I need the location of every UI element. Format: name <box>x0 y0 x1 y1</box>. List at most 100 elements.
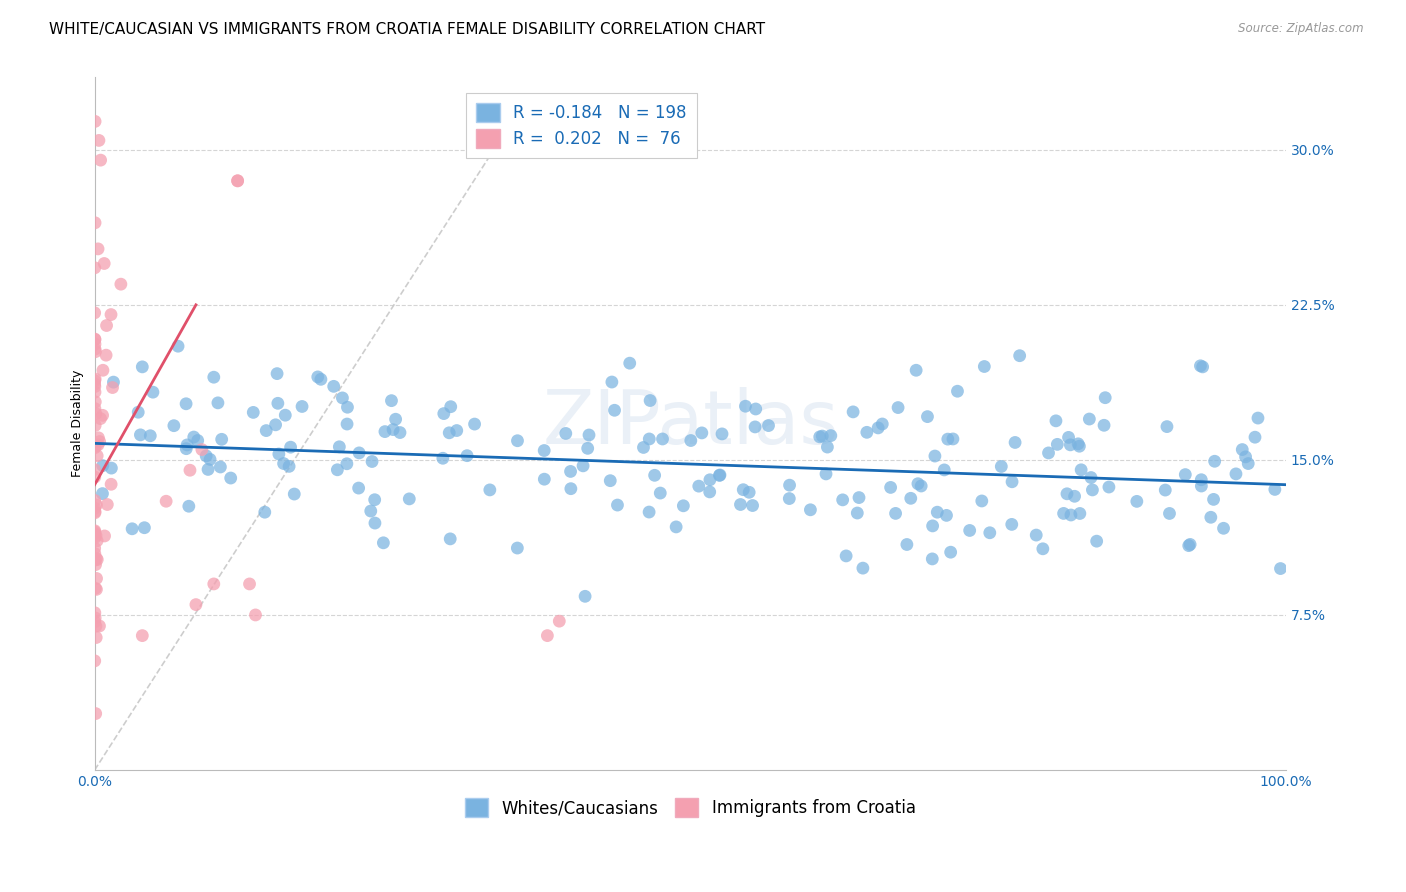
Point <box>439 425 461 440</box>
Point <box>83 524 105 538</box>
Point <box>1098 480 1121 494</box>
Point <box>959 524 981 538</box>
Point <box>86 582 108 597</box>
Point <box>87 431 110 445</box>
Point <box>831 492 853 507</box>
Point <box>1189 359 1212 373</box>
Point <box>1057 430 1080 444</box>
Point <box>84 553 107 567</box>
Point <box>191 442 214 457</box>
Point <box>84 441 107 455</box>
Point <box>176 438 198 452</box>
Point <box>1081 483 1104 497</box>
Point <box>709 468 731 483</box>
Point <box>1004 435 1026 450</box>
Point <box>83 470 105 484</box>
Point <box>672 499 695 513</box>
Point <box>578 428 600 442</box>
Point <box>432 451 454 466</box>
Text: ZIPatlas: ZIPatlas <box>543 387 838 460</box>
Point <box>380 393 402 408</box>
Point <box>83 332 105 346</box>
Point <box>195 449 218 463</box>
Point <box>336 417 359 431</box>
Point <box>84 631 107 645</box>
Point <box>1189 479 1212 493</box>
Point <box>87 133 110 147</box>
Point <box>1174 467 1197 482</box>
Point <box>548 614 571 628</box>
Point <box>84 401 107 416</box>
Point <box>1046 437 1069 451</box>
Point <box>638 432 661 446</box>
Point <box>603 403 626 417</box>
Point <box>84 418 107 433</box>
Point <box>278 459 301 474</box>
Point <box>155 494 177 508</box>
Point <box>83 615 105 629</box>
Point <box>364 516 387 530</box>
Point <box>576 442 599 456</box>
Point <box>606 498 628 512</box>
Point <box>100 477 122 491</box>
Point <box>83 541 105 556</box>
Point <box>267 447 290 461</box>
Point <box>506 541 529 555</box>
Point <box>388 425 411 440</box>
Point <box>336 457 359 471</box>
Point <box>129 428 152 442</box>
Point <box>536 629 558 643</box>
Point <box>174 442 197 456</box>
Point <box>100 461 122 475</box>
Point <box>1063 489 1085 503</box>
Point <box>1060 508 1083 522</box>
Point <box>103 375 125 389</box>
Point <box>91 363 114 377</box>
Point <box>433 407 456 421</box>
Point <box>439 532 461 546</box>
Point <box>973 359 995 374</box>
Point <box>633 441 655 455</box>
Point <box>690 425 713 440</box>
Point <box>533 472 555 486</box>
Point <box>101 380 124 394</box>
Point <box>84 619 107 633</box>
Point <box>273 457 295 471</box>
Point <box>1008 349 1031 363</box>
Point <box>83 526 105 541</box>
Point <box>226 174 249 188</box>
Point <box>599 474 621 488</box>
Point <box>638 505 661 519</box>
Point <box>814 467 837 481</box>
Point <box>1199 510 1222 524</box>
Point <box>307 370 329 384</box>
Point <box>84 344 107 359</box>
Point <box>1177 539 1199 553</box>
Point <box>398 491 420 506</box>
Point <box>734 399 756 413</box>
Y-axis label: Female Disability: Female Disability <box>72 370 84 477</box>
Point <box>440 400 463 414</box>
Legend: Whites/Caucasians, Immigrants from Croatia: Whites/Caucasians, Immigrants from Croat… <box>458 791 922 824</box>
Point <box>363 492 385 507</box>
Point <box>87 242 110 256</box>
Point <box>935 508 957 523</box>
Point <box>1234 450 1257 464</box>
Point <box>600 375 623 389</box>
Point <box>852 561 875 575</box>
Point <box>1237 457 1260 471</box>
Point <box>91 486 114 500</box>
Point <box>86 572 108 586</box>
Point <box>456 449 478 463</box>
Point <box>86 498 108 512</box>
Point <box>336 401 359 415</box>
Point <box>1154 483 1177 497</box>
Point <box>84 337 107 351</box>
Point <box>927 505 949 519</box>
Point <box>264 417 287 432</box>
Point <box>83 377 105 392</box>
Point <box>924 449 946 463</box>
Point <box>131 359 153 374</box>
Point <box>820 428 842 442</box>
Point <box>758 418 780 433</box>
